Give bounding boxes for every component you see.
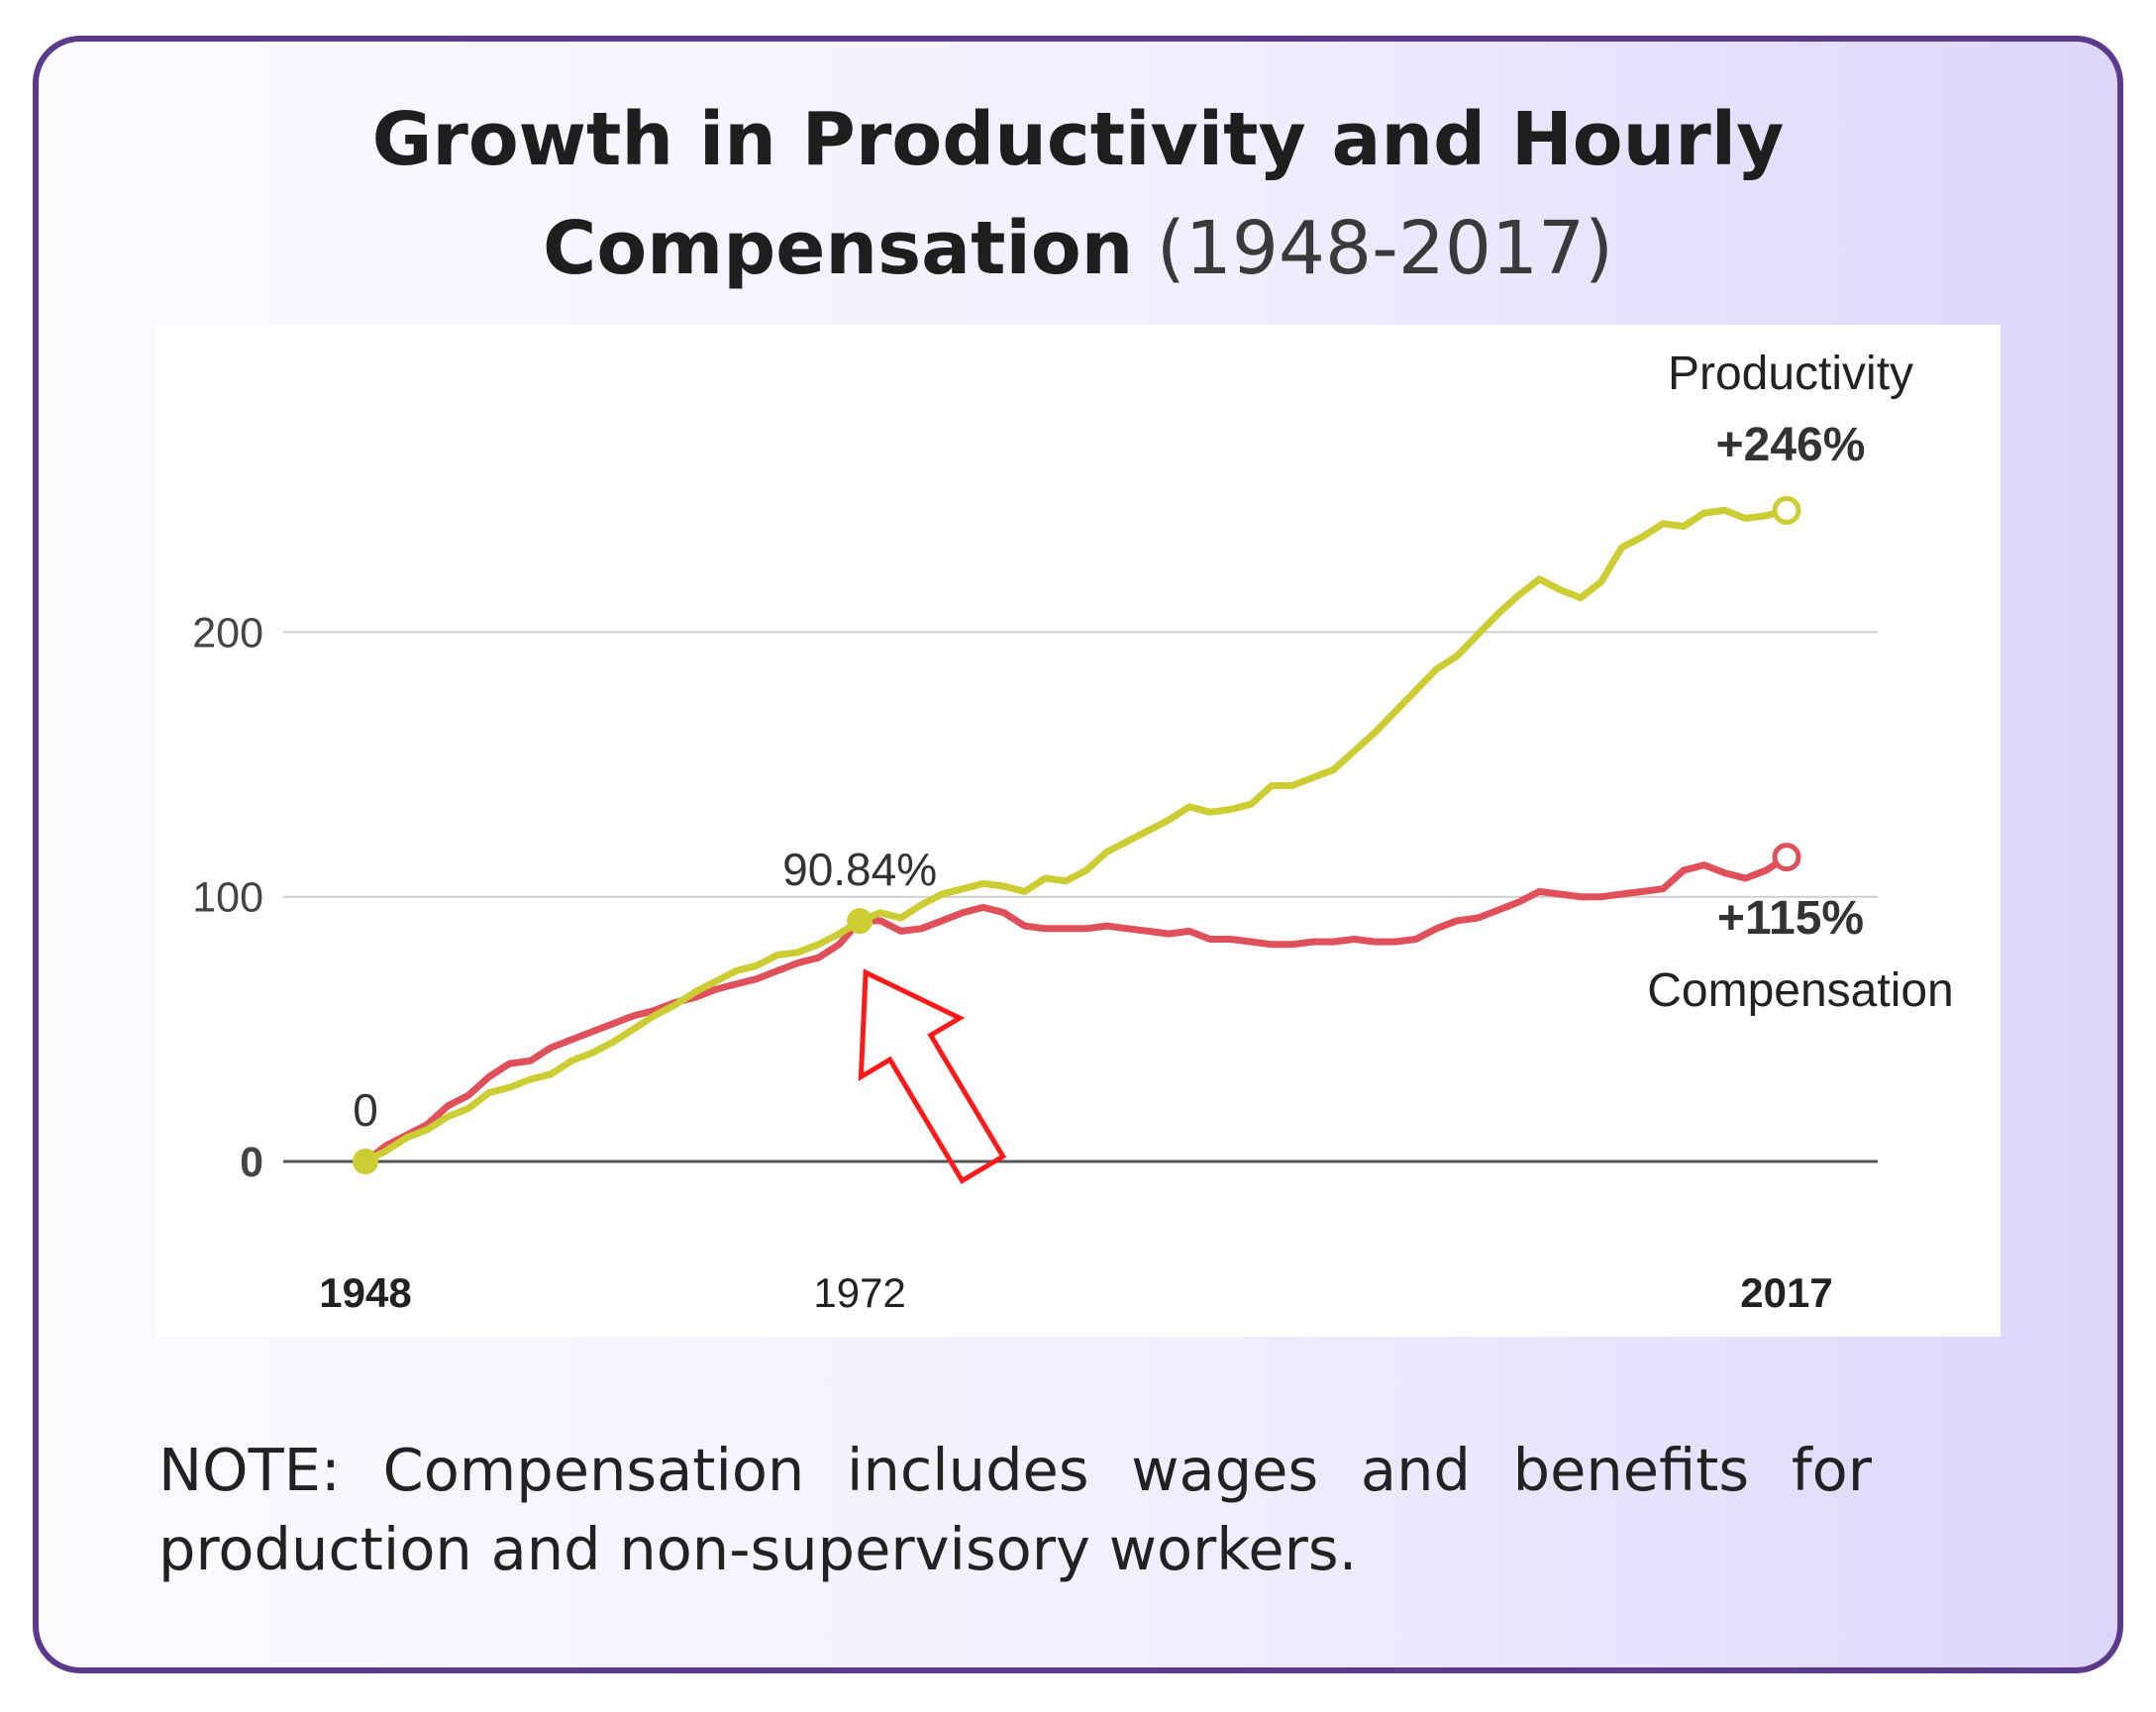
- series-label-productivity: Productivity: [1668, 348, 1913, 400]
- y-tick-label-200: 200: [192, 609, 263, 656]
- end-marker-productivity: [1772, 495, 1801, 525]
- title-text-bold-1: Growth in Productivity and Hourly: [371, 97, 1785, 182]
- highlight-arrow: [858, 968, 1007, 1184]
- series-line-compensation: [361, 854, 1791, 1165]
- annotation-dot-1972: [847, 908, 873, 935]
- line-chart: 0 100 200 1948 1972 2017 0 90.84% Productivity +2…: [192, 348, 1954, 1316]
- x-tick-label-2017: 2017: [1740, 1269, 1832, 1316]
- plot-area: 0 100 200 1948 1972 2017 0 90.84% Productivity +2…: [156, 325, 2001, 1337]
- annotation-label-start: 0: [353, 1084, 378, 1136]
- title-text-bold-2: Compensation: [543, 206, 1134, 291]
- annotation-label-1972: 90.84%: [782, 844, 937, 895]
- y-tick-label-0: 0: [240, 1139, 263, 1186]
- series-label-compensation: Compensation: [1647, 964, 1954, 1017]
- chart-title-line-1: Growth in Productivity and Hourly: [0, 85, 2156, 194]
- y-tick-label-100: 100: [192, 874, 263, 922]
- chart-title-line-2: Compensation (1948-2017): [0, 194, 2156, 303]
- x-tick-label-1948: 1948: [319, 1269, 411, 1316]
- footnote: NOTE: Compensation includes wages and be…: [158, 1436, 1872, 1583]
- end-marker-compensation: [1772, 843, 1801, 872]
- end-value-label-compensation: +115%: [1717, 892, 1864, 945]
- annotation-dot-start: [353, 1149, 378, 1174]
- end-value-label-productivity: +246%: [1716, 419, 1866, 471]
- title-date-range: (1948-2017): [1156, 206, 1613, 291]
- series-line-productivity: [361, 506, 1791, 1165]
- x-tick-label-1972: 1972: [813, 1269, 905, 1316]
